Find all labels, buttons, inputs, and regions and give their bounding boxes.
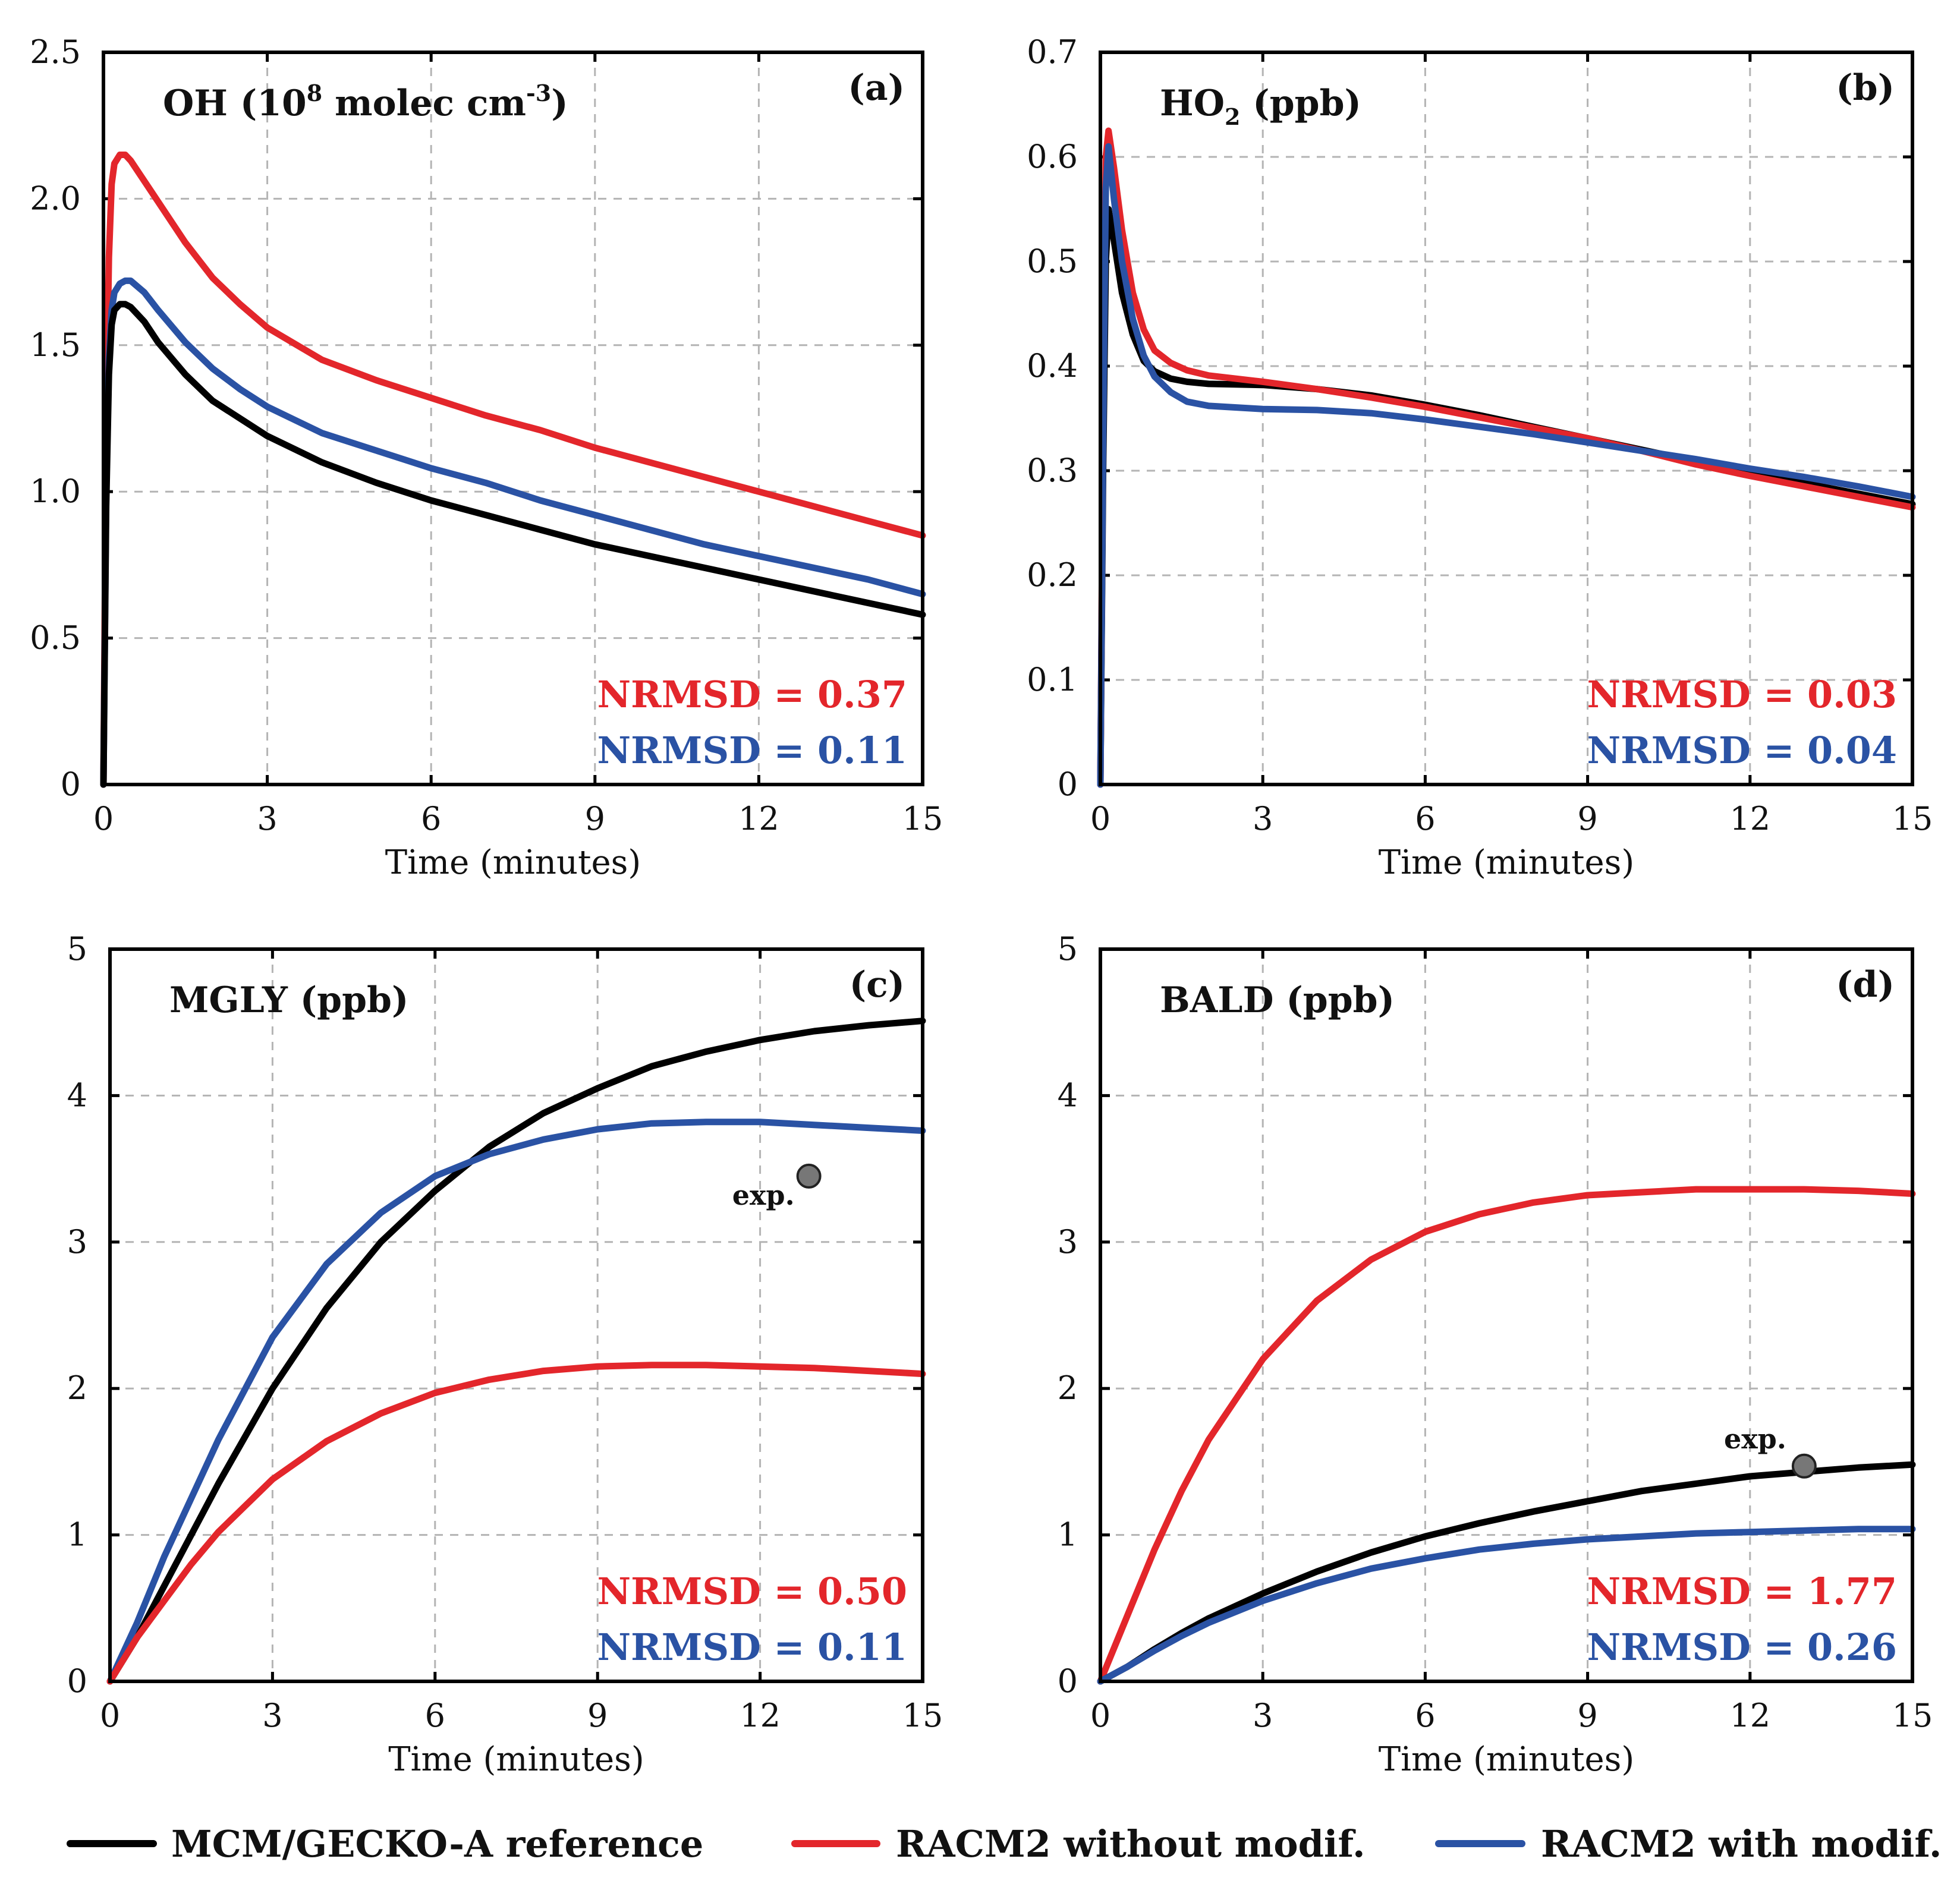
- legend-item-without: RACM2 without modif.: [791, 1822, 1366, 1866]
- series-line-without: [106, 1362, 926, 1685]
- y-tick-label: 0.4: [1027, 347, 1078, 385]
- y-tick-label: 2.5: [30, 33, 81, 71]
- y-tick-label: 2.0: [30, 179, 81, 217]
- y-tick-label: 5: [1058, 930, 1078, 968]
- y-tick-label: 1: [67, 1516, 87, 1554]
- y-tick-label: 0.5: [30, 619, 81, 657]
- x-axis-title: Time (minutes): [385, 843, 641, 882]
- x-tick-label: 6: [1415, 800, 1435, 837]
- y-tick-label: 0.7: [1027, 33, 1078, 71]
- x-tick-label: 9: [1577, 1697, 1597, 1734]
- panel-label: (b): [1836, 67, 1895, 109]
- x-tick-label: 3: [257, 800, 277, 837]
- legend-item-with: RACM2 with modif.: [1435, 1822, 1942, 1866]
- x-tick-label: 0: [93, 800, 114, 837]
- x-tick-label: 0: [1090, 800, 1110, 837]
- x-tick-label: 0: [1090, 1697, 1110, 1734]
- x-tick-label: 9: [587, 1697, 608, 1734]
- y-tick-label: 3: [1058, 1223, 1078, 1261]
- x-tick-label: 6: [425, 1697, 445, 1734]
- x-tick-label: 9: [585, 800, 605, 837]
- legend-label: RACM2 with modif.: [1541, 1822, 1942, 1866]
- x-tick-label: 6: [421, 800, 441, 837]
- y-tick-label: 1.0: [30, 472, 81, 510]
- nrmsd-without: NRMSD = 0.37: [597, 673, 908, 716]
- x-tick-label: 15: [1892, 1697, 1933, 1734]
- y-tick-label: 0.1: [1027, 661, 1078, 698]
- legend-item-ref: MCM/GECKO-A reference: [67, 1822, 703, 1866]
- experiment-point: [796, 1163, 822, 1189]
- series-line-ref: [100, 301, 926, 788]
- panel-label: (a): [848, 67, 905, 109]
- experiment-point: [1791, 1453, 1817, 1479]
- species-label: MGLY (ppb): [169, 979, 408, 1021]
- x-axis-title: Time (minutes): [1379, 1740, 1635, 1779]
- plot-frame: [1099, 51, 1914, 786]
- x-tick-label: 15: [902, 800, 943, 837]
- x-tick-label: 3: [1253, 1697, 1273, 1734]
- nrmsd-with: NRMSD = 0.04: [1587, 729, 1898, 772]
- y-tick-label: 0: [1058, 765, 1078, 803]
- plot-frame: [1099, 947, 1914, 1683]
- panel-label: (d): [1836, 964, 1895, 1006]
- species-label: BALD (ppb): [1160, 979, 1395, 1021]
- nrmsd-with: NRMSD = 0.11: [597, 1625, 908, 1669]
- nrmsd-without: NRMSD = 1.77: [1587, 1570, 1898, 1613]
- series-line-without: [1097, 1186, 1916, 1685]
- series-line-without: [100, 152, 926, 788]
- nrmsd-with: NRMSD = 0.26: [1587, 1625, 1898, 1669]
- x-tick-label: 15: [1892, 800, 1933, 837]
- y-tick-label: 1: [1058, 1516, 1078, 1554]
- plot-frame: [108, 947, 924, 1683]
- series-line-with: [100, 277, 926, 788]
- panel-label: (c): [850, 964, 905, 1006]
- legend-label: MCM/GECKO-A reference: [171, 1822, 703, 1866]
- experiment-label: exp.: [1724, 1423, 1786, 1455]
- x-tick-label: 12: [740, 1697, 781, 1734]
- x-tick-label: 0: [100, 1697, 120, 1734]
- y-tick-label: 0.2: [1027, 556, 1078, 594]
- series-line-ref: [106, 1017, 926, 1685]
- series-line-with: [106, 1119, 926, 1685]
- y-tick-label: 2: [67, 1369, 87, 1407]
- x-tick-label: 3: [262, 1697, 282, 1734]
- x-tick-label: 12: [1729, 1697, 1770, 1734]
- series-line-with: [1097, 1526, 1916, 1685]
- x-axis-title: Time (minutes): [388, 1740, 644, 1779]
- nrmsd-with: NRMSD = 0.11: [597, 729, 908, 772]
- x-tick-label: 6: [1415, 1697, 1435, 1734]
- plot-frame: [102, 51, 924, 786]
- y-tick-label: 3: [67, 1223, 87, 1261]
- x-tick-label: 9: [1577, 800, 1597, 837]
- nrmsd-without: NRMSD = 0.50: [597, 1570, 908, 1613]
- nrmsd-without: NRMSD = 0.03: [1587, 673, 1898, 716]
- y-tick-label: 4: [1058, 1076, 1078, 1114]
- species-label: OH (108 molec cm-3): [163, 80, 568, 124]
- x-tick-label: 12: [1729, 800, 1770, 837]
- legend: MCM/GECKO-A reference RACM2 without modif…: [67, 1822, 1942, 1866]
- y-tick-label: 0.3: [1027, 452, 1078, 489]
- panel-b: 0 3 6 9 12 15 0 0.1 0.2 0.3 0.4 0.5 0.6 0.7 (b) HO2 (pp…: [1027, 33, 1933, 882]
- x-tick-label: 12: [738, 800, 779, 837]
- x-tick-label: 15: [902, 1697, 943, 1734]
- y-tick-label: 4: [67, 1076, 87, 1114]
- legend-label: RACM2 without modif.: [896, 1822, 1366, 1866]
- y-tick-label: 0: [61, 765, 81, 803]
- x-axis-title: Time (minutes): [1379, 843, 1635, 882]
- y-tick-label: 0.6: [1027, 138, 1078, 175]
- x-tick-label: 3: [1253, 800, 1273, 837]
- panel-a: 0 3 6 9 12 15 0 0.5 1.0 1.5 2.0 2.5 (a) OH (108 molec…: [30, 33, 943, 882]
- experiment-label: exp.: [732, 1179, 795, 1211]
- y-tick-label: 5: [67, 930, 87, 968]
- y-tick-label: 0.5: [1027, 242, 1078, 280]
- species-label: HO2 (ppb): [1160, 83, 1361, 130]
- y-tick-label: 0: [67, 1662, 87, 1700]
- series-line-with: [1097, 143, 1916, 788]
- y-tick-label: 0: [1058, 1662, 1078, 1700]
- y-tick-label: 1.5: [30, 326, 81, 364]
- y-tick-label: 2: [1058, 1369, 1078, 1407]
